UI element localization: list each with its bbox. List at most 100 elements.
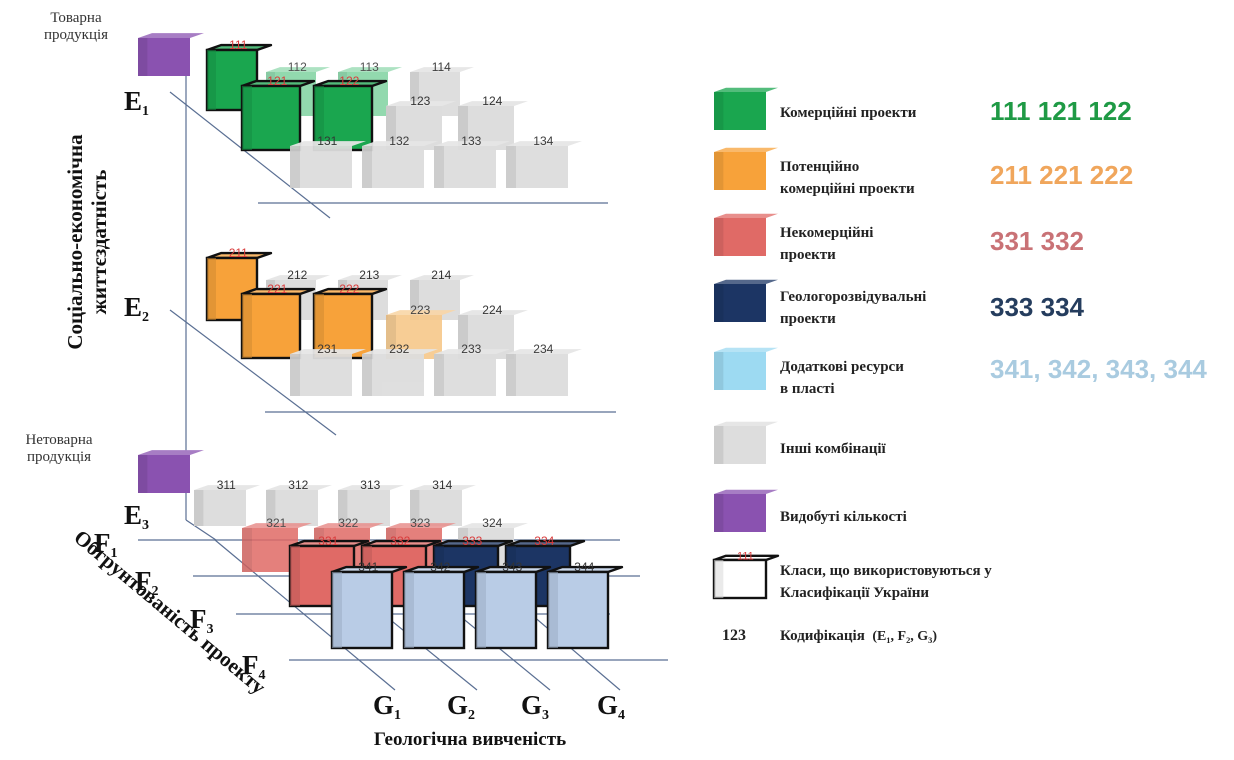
g-axis-title: Геологічна вивченість bbox=[373, 729, 567, 750]
cube-code-label: 314 bbox=[432, 478, 452, 492]
legend-swatches: 111 bbox=[712, 87, 780, 600]
cube-code-label: 324 bbox=[482, 516, 502, 530]
cube-code-label: 331 bbox=[318, 534, 338, 548]
cube-311: 311 bbox=[194, 478, 260, 526]
axis-f2: F2 bbox=[135, 566, 159, 599]
legend-swatch-grey bbox=[714, 421, 778, 464]
cube-code-label: 312 bbox=[288, 478, 308, 492]
cube-code-label: 113 bbox=[360, 60, 379, 74]
cube-122: 122 bbox=[312, 74, 388, 152]
legend-label-extracted: Видобуті кількості bbox=[780, 509, 907, 525]
cube-code-label: 133 bbox=[461, 134, 481, 148]
cube-343: 343 bbox=[474, 560, 552, 650]
axis-f4: F4 bbox=[242, 650, 266, 683]
cube-313: 313 bbox=[338, 478, 404, 526]
legend-label-ukraine-classes: Класи, що використовуються у Класифікації… bbox=[780, 563, 992, 601]
cube-code-label: 221 bbox=[267, 282, 287, 296]
cube-232: 232 bbox=[362, 342, 438, 396]
cube-code-label: 124 bbox=[482, 94, 502, 108]
cube-234: 234 bbox=[506, 342, 582, 396]
cube-code-label: 222 bbox=[339, 282, 359, 296]
cube-code-label: 224 bbox=[482, 303, 502, 317]
axis-f3: F3 bbox=[190, 604, 214, 637]
extracted-cube-noncommercial bbox=[138, 450, 204, 493]
legend-swatch-navy bbox=[714, 279, 778, 322]
cube-131: 131 bbox=[290, 134, 366, 188]
legend-label-commercial: Комерційні проекти bbox=[780, 105, 917, 121]
codification-text: Кодифікація bbox=[780, 628, 865, 644]
cube-code-label: 313 bbox=[360, 478, 380, 492]
axis-e2: E2 bbox=[124, 292, 150, 325]
cube-code-label: 322 bbox=[338, 516, 358, 530]
cube-121: 121 bbox=[240, 74, 316, 152]
cube-code-label: 213 bbox=[359, 268, 379, 282]
codification-number: 123 bbox=[722, 627, 746, 644]
axis-g4: G4 bbox=[597, 690, 626, 723]
cube-222: 222 bbox=[312, 282, 388, 360]
cube-code-label: 234 bbox=[533, 342, 553, 356]
y-axis-title-line1: Соціально-економічна bbox=[63, 134, 87, 350]
cube-214: 214 bbox=[410, 268, 474, 320]
cube-code-label: 123 bbox=[410, 94, 430, 108]
cube-344: 344 bbox=[546, 560, 624, 650]
cube-code-label: 323 bbox=[410, 516, 430, 530]
extracted-cube-commercial bbox=[138, 33, 204, 76]
legend-swatch-white: 111 bbox=[712, 550, 780, 600]
cube-code-label: 212 bbox=[287, 268, 307, 282]
legend-label-potential: Потенційно комерційні проекти bbox=[780, 159, 915, 197]
y-axis-title-line2: життєздатність bbox=[87, 169, 111, 315]
cube-code-label: 211 bbox=[229, 246, 248, 260]
cube-code-label: 232 bbox=[389, 342, 409, 356]
legend-label-noncommercial: Некомерційні проекти bbox=[780, 225, 874, 263]
cube-code-label: 333 bbox=[462, 534, 482, 548]
e2-diagonal bbox=[169, 309, 337, 436]
cube-341: 341 bbox=[330, 560, 408, 650]
cube-code-label: 311 bbox=[217, 478, 236, 492]
cube-321: 321 bbox=[242, 516, 312, 572]
axis-g2: G2 bbox=[447, 690, 476, 723]
cube-132: 132 bbox=[362, 134, 438, 188]
cube-314: 314 bbox=[410, 478, 476, 526]
cube-134: 134 bbox=[506, 134, 582, 188]
cube-code-label: 334 bbox=[534, 534, 554, 548]
legend-swatch-red bbox=[714, 213, 778, 256]
cube-233: 233 bbox=[434, 342, 510, 396]
cube-code-label: 321 bbox=[266, 516, 286, 530]
axis-e3: E3 bbox=[124, 500, 150, 533]
cube-code-label: 111 bbox=[229, 38, 248, 52]
e3-diagonal bbox=[185, 519, 217, 541]
y-axis-title: Соціально-економічна життєздатність bbox=[63, 117, 111, 367]
axis-f1: F1 bbox=[94, 528, 118, 561]
cube-code-label: 332 bbox=[390, 534, 410, 548]
legend-codes-additional: 341, 342, 343, 344 bbox=[990, 354, 1207, 384]
e1-diagonal bbox=[169, 91, 331, 219]
cube-code-label: 223 bbox=[410, 303, 430, 317]
cube-code-label: 343 bbox=[502, 560, 522, 574]
legend-label-exploration: Геологорозвідувальні проекти bbox=[780, 289, 927, 327]
legend-codes-potential: 211 221 222 bbox=[990, 160, 1134, 190]
cube-code-label: 111 bbox=[737, 550, 754, 562]
legend-codes-noncommercial: 331 332 bbox=[990, 226, 1084, 256]
legend-codes-commercial: 111 121 122 bbox=[990, 96, 1132, 126]
codification-params: (E₁, F₂, G₃) bbox=[872, 629, 938, 644]
cube-code-label: 131 bbox=[317, 134, 337, 148]
axis-g3: G3 bbox=[521, 690, 550, 723]
cube-code-label: 114 bbox=[432, 60, 451, 74]
cube-code-label: 341 bbox=[358, 560, 378, 574]
legend-swatch-lightblue bbox=[714, 347, 778, 390]
cube-223: 223 bbox=[386, 303, 456, 359]
cube-231: 231 bbox=[290, 342, 366, 396]
cube-342: 342 bbox=[402, 560, 480, 650]
cube-code-label: 132 bbox=[389, 134, 409, 148]
cube-code-label: 134 bbox=[533, 134, 553, 148]
cube-code-label: 344 bbox=[574, 560, 594, 574]
tovarna-label: Товарна продукція bbox=[43, 10, 109, 43]
netovarna-label: Нетоварна продукція bbox=[25, 432, 93, 465]
cube-code-label: 233 bbox=[461, 342, 481, 356]
legend-label-other: Інші комбінації bbox=[780, 441, 886, 457]
axis-e1: E1 bbox=[124, 86, 150, 119]
legend-swatch-orange bbox=[714, 147, 778, 190]
